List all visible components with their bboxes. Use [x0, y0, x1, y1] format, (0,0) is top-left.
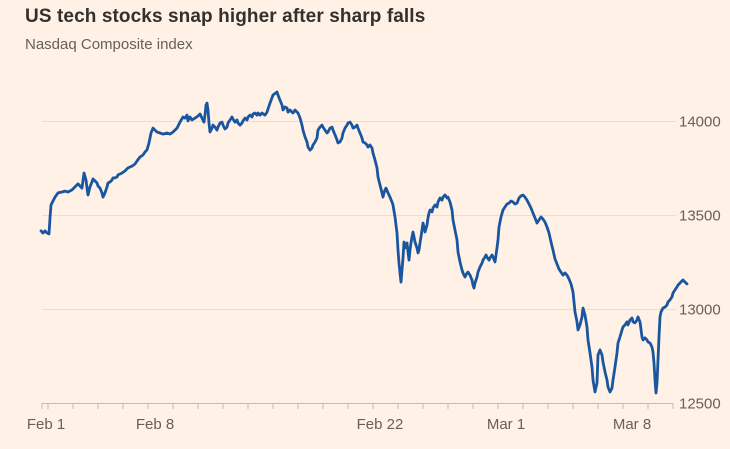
x-axis-label: Feb 8: [135, 416, 175, 433]
y-axis-label: 13000: [679, 301, 721, 318]
x-axis-label: Mar 8: [612, 416, 652, 433]
y-axis-label: 13500: [679, 207, 721, 224]
nasdaq-line: [39, 90, 689, 395]
chart-title: US tech stocks snap higher after sharp f…: [25, 6, 426, 27]
x-axis-label: Mar 1: [486, 416, 526, 433]
chart-subtitle: Nasdaq Composite index: [25, 36, 193, 53]
y-axis-label: 12500: [679, 395, 721, 412]
x-axis-label: Feb 1: [26, 416, 66, 433]
x-axis-label: Feb 22: [356, 416, 404, 433]
y-axis-label: 14000: [679, 113, 721, 130]
